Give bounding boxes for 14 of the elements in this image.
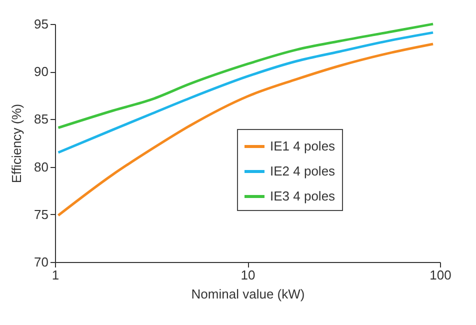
- x-tick-label: 10: [240, 268, 256, 282]
- x-tick-label: 100: [430, 268, 452, 282]
- y-tick-label: 80: [34, 159, 48, 174]
- y-tick-label: 70: [34, 254, 48, 270]
- y-tick-label: 75: [34, 206, 48, 222]
- y-tick-label: 95: [34, 16, 48, 32]
- legend-label: IE3 4 poles: [270, 188, 336, 204]
- y-axis-title: Efficiency (%): [9, 104, 24, 184]
- legend-label: IE1 4 poles: [270, 138, 336, 154]
- y-tick-label: 85: [34, 112, 48, 127]
- y-tick-label: 90: [34, 64, 48, 80]
- x-tick-label: 1: [52, 268, 60, 282]
- x-axis-title: Nominal value (kW): [191, 286, 305, 302]
- legend-label: IE2 4 poles: [270, 164, 336, 178]
